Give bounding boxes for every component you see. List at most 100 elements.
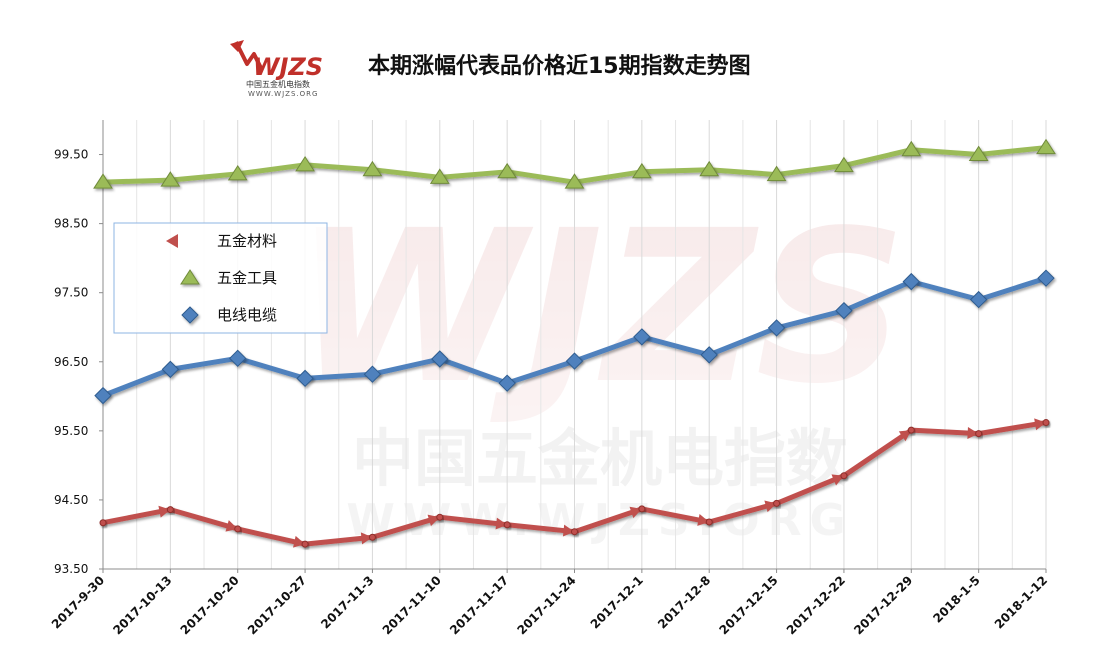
x-tick-label: 2017-12-29 — [851, 573, 915, 637]
watermark-logo-text: WJZS — [293, 185, 906, 430]
x-tick-label: 2017-9-30 — [49, 573, 107, 631]
triangle-marker-shape — [564, 173, 585, 189]
triangle-point — [497, 162, 518, 179]
x-tick-label: 2017-11-17 — [447, 573, 511, 637]
triangle-marker-shape — [631, 162, 652, 179]
legend-box — [113, 222, 328, 334]
diamond-marker-shape — [700, 346, 718, 364]
y-tick-label: 95.50 — [54, 424, 88, 438]
arrow-point — [1042, 419, 1050, 427]
arrow-point — [705, 518, 713, 526]
arrow-marker-shape — [975, 430, 983, 438]
arrow-point — [503, 521, 511, 529]
x-tick-label: 2017-12-22 — [784, 573, 848, 637]
diamond-point — [767, 319, 786, 337]
diamond-marker-shape — [431, 350, 449, 368]
series-layer — [93, 138, 1056, 548]
chart-title: 本期涨幅代表品价格近15期指数走势图 — [368, 53, 751, 79]
diamond-point — [969, 290, 988, 309]
x-tick-label: 2017-12-8 — [655, 573, 713, 631]
triangle-marker-shape — [699, 160, 720, 177]
diamond-marker-shape — [498, 374, 516, 392]
diamond-marker-shape — [296, 369, 314, 388]
logo-text: WJZS — [253, 53, 323, 81]
diamond-marker-shape — [229, 349, 247, 368]
triangle-marker-shape — [362, 160, 383, 177]
series-arrowhead — [562, 524, 575, 537]
triangle-point — [968, 145, 989, 162]
triangle-point — [429, 168, 450, 184]
diamond-point — [431, 350, 449, 368]
y-tick-label: 99.50 — [54, 148, 88, 162]
arrow-marker-shape — [166, 506, 174, 514]
triangle-marker-shape — [1036, 138, 1056, 155]
diamond-point — [363, 365, 382, 383]
diamond-marker-shape — [969, 290, 988, 309]
x-tick-label: 2017-10-27 — [245, 573, 309, 637]
triangle-point — [93, 173, 113, 189]
diamond-point — [94, 386, 112, 405]
arrow-marker-shape — [1042, 419, 1050, 427]
triangle-point — [564, 173, 585, 189]
legend-item-3: 电线电缆 — [163, 306, 277, 324]
legend-item-1: 五金材料 — [163, 232, 277, 250]
arrow-marker-shape — [368, 533, 376, 541]
diamond-marker-shape — [161, 360, 180, 379]
triangle-point — [766, 165, 787, 182]
legend-label: 五金材料 — [217, 232, 277, 250]
arrow-point — [436, 513, 444, 521]
arrow-point — [571, 528, 578, 536]
arrow-point — [234, 525, 242, 533]
triangle-point — [362, 160, 383, 177]
triangle-marker-shape — [497, 162, 518, 179]
y-tick-label: 93.50 — [54, 562, 88, 576]
arrow-point — [975, 430, 983, 438]
arrow-marker-shape — [301, 540, 309, 548]
triangle-point — [1036, 138, 1056, 155]
arrow-marker-shape — [773, 499, 781, 507]
diamond-marker-shape — [835, 301, 853, 320]
x-tick-label: 2017-10-20 — [178, 573, 242, 637]
arrow-marker-shape — [571, 528, 578, 536]
arrow-point — [907, 426, 915, 434]
arrow-marker-shape — [907, 426, 915, 434]
x-tick-label: 2017-12-1 — [588, 573, 646, 631]
series-arrowhead — [360, 532, 373, 545]
arrow-marker-shape — [99, 519, 107, 527]
diamond-point — [902, 272, 920, 291]
legend-label: 电线电缆 — [217, 306, 277, 324]
series-1 — [99, 418, 1050, 548]
triangle-marker-shape — [227, 164, 248, 181]
triangle-marker-shape — [901, 140, 922, 157]
y-tick-label: 98.50 — [54, 217, 88, 231]
diamond-marker-shape — [565, 352, 584, 370]
arrow-point — [301, 540, 309, 548]
diamond-point — [700, 346, 718, 364]
diamond-point — [229, 349, 247, 368]
triangle-marker-shape — [295, 155, 315, 172]
triangle-marker-shape — [93, 173, 113, 189]
triangle-point — [834, 156, 854, 173]
triangle-point — [901, 140, 922, 157]
logo-subtitle-url: WWW.WJZS.ORG — [248, 90, 318, 98]
y-tick-label: 97.50 — [54, 286, 88, 300]
diamond-point — [1037, 269, 1055, 287]
watermark-cn-text: 中国五金机电指数 — [352, 422, 848, 495]
triangle-point — [160, 171, 181, 187]
series-arrowhead — [495, 517, 508, 530]
diamond-point — [181, 306, 199, 324]
brand-logo: WJZS 中国五金机电指数 WWW.WJZS.ORG — [230, 40, 323, 98]
diamond-marker-shape — [94, 386, 112, 405]
diamond-point — [498, 374, 516, 392]
arrow-point — [773, 499, 781, 507]
diamond-marker-shape — [363, 365, 382, 383]
x-tick-label: 2018-1-12 — [992, 573, 1050, 631]
arrow-marker-shape — [638, 505, 646, 513]
arrow-point — [368, 533, 376, 541]
arrow-point — [638, 505, 646, 513]
diamond-point — [296, 369, 314, 388]
arrow-point — [99, 519, 107, 527]
